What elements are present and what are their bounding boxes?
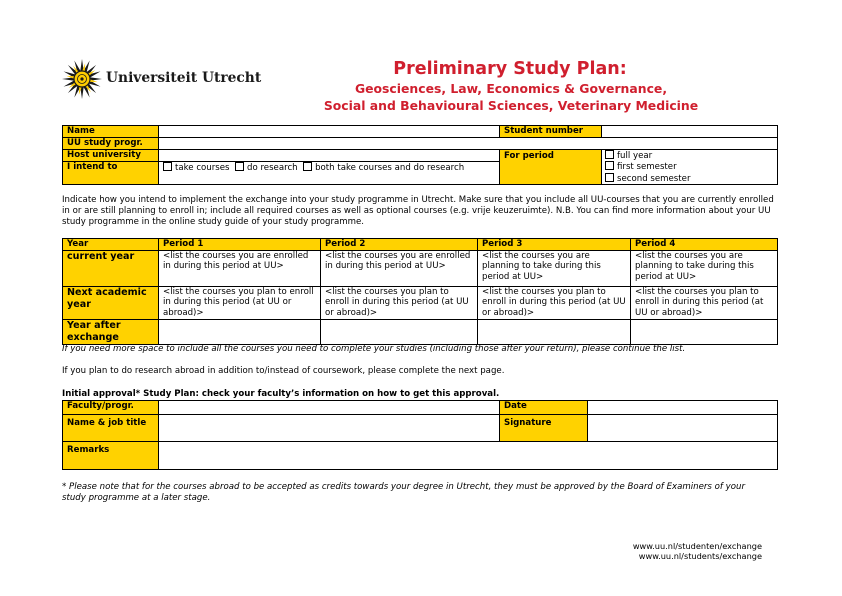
option-first-semester[interactable]: first semester: [605, 161, 774, 173]
research-note: If you plan to do research abroad in add…: [62, 366, 505, 376]
row-label-year-after: Year after exchange: [62, 318, 159, 345]
name-job-field[interactable]: [158, 414, 500, 442]
student-number-label: Student number: [499, 125, 602, 138]
plan-cell[interactable]: <list the courses you plan to enroll in …: [630, 285, 778, 320]
approval-heading: Initial approval* Study Plan: check your…: [62, 389, 500, 399]
table-row: Next academic year <list the courses you…: [62, 285, 778, 320]
option-both[interactable]: both take courses and do research: [303, 162, 464, 173]
student-info-table: Name Student number UU study progr. Host…: [62, 125, 778, 185]
name-job-label: Name & job title: [62, 414, 159, 442]
logo-wordmark: Universiteit Utrecht: [106, 70, 262, 86]
checkbox-icon[interactable]: [605, 172, 614, 182]
period2-header: Period 2: [320, 238, 478, 251]
date-field[interactable]: [587, 400, 778, 415]
intend-options: take courses do research both take cours…: [158, 161, 500, 185]
host-university-field[interactable]: [158, 148, 500, 163]
plan-cell[interactable]: [158, 318, 321, 345]
row-label-current-year: current year: [62, 249, 159, 287]
page-subtitle-line1: Geosciences, Law, Economics & Governance…: [354, 81, 668, 96]
sun-seal-icon: [62, 59, 102, 99]
instructions-text: Indicate how you intend to implement the…: [62, 195, 774, 227]
page-title: Preliminary Study Plan:: [393, 59, 627, 79]
period3-header: Period 3: [477, 238, 631, 251]
option-full-year[interactable]: full year: [605, 149, 774, 162]
option-second-semester[interactable]: second semester: [605, 172, 774, 185]
period-options: full year first semester second semester: [601, 148, 778, 185]
intend-label: I intend to: [62, 161, 159, 185]
checkbox-icon[interactable]: [605, 161, 614, 170]
page-subtitle-line2: Social and Behavioural Sciences, Veterin…: [323, 98, 699, 113]
host-university-label: Host university: [62, 148, 159, 163]
checkbox-icon[interactable]: [235, 162, 244, 172]
footer-link-en[interactable]: www.uu.nl/students/exchange: [638, 551, 762, 561]
student-number-field[interactable]: [601, 125, 778, 138]
uu-study-label: UU study progr.: [62, 137, 159, 150]
approval-table: Faculty/progr. Date Name & job title Sig…: [62, 400, 778, 470]
faculty-field[interactable]: [158, 400, 500, 415]
remarks-label: Remarks: [62, 441, 159, 470]
plan-cell[interactable]: <list the courses you are planning to ta…: [477, 249, 631, 287]
signature-field[interactable]: [587, 414, 778, 442]
row-label-next-year: Next academic year: [62, 285, 159, 320]
name-field[interactable]: [158, 125, 500, 138]
signature-label: Signature: [499, 414, 588, 442]
university-logo: Universiteit Utrecht: [62, 58, 261, 100]
study-plan-table: Year Period 1 Period 2 Period 3 Period 4…: [62, 238, 778, 345]
plan-cell[interactable]: [320, 318, 478, 345]
plan-cell[interactable]: <list the courses you are enrolled in du…: [158, 249, 321, 287]
option-take-courses[interactable]: take courses: [163, 162, 230, 173]
plan-cell[interactable]: <list the courses you are enrolled in du…: [320, 249, 478, 287]
footer-links: www.uu.nl/studenten/exchange www.uu.nl/s…: [633, 541, 762, 561]
plan-cell[interactable]: <list the courses you are planning to ta…: [630, 249, 778, 287]
name-label: Name: [62, 125, 159, 138]
table-row: current year <list the courses you are e…: [62, 249, 778, 287]
checkbox-icon[interactable]: [163, 162, 172, 172]
table-row: Year after exchange: [62, 318, 778, 345]
faculty-label: Faculty/progr.: [62, 400, 159, 415]
remarks-field[interactable]: [158, 441, 778, 470]
more-space-note: If you need more space to include all th…: [62, 344, 686, 354]
for-period-label: For period: [499, 148, 602, 185]
year-header: Year: [62, 238, 159, 251]
period4-header: Period 4: [630, 238, 778, 251]
footer-link-nl[interactable]: www.uu.nl/studenten/exchange: [632, 541, 762, 551]
footnote: * Please note that for the courses abroa…: [62, 482, 745, 503]
plan-cell[interactable]: <list the courses you plan to enroll in …: [477, 285, 631, 320]
plan-cell[interactable]: <list the courses you plan to enroll in …: [320, 285, 478, 320]
uu-study-field[interactable]: [158, 137, 778, 150]
plan-cell[interactable]: [477, 318, 631, 345]
date-label: Date: [499, 400, 588, 415]
option-do-research[interactable]: do research: [235, 162, 298, 173]
plan-cell[interactable]: <list the courses you plan to enroll in …: [158, 285, 321, 320]
checkbox-icon[interactable]: [605, 149, 614, 159]
checkbox-icon[interactable]: [303, 162, 313, 172]
period1-header: Period 1: [158, 238, 321, 251]
plan-cell[interactable]: [630, 318, 778, 345]
